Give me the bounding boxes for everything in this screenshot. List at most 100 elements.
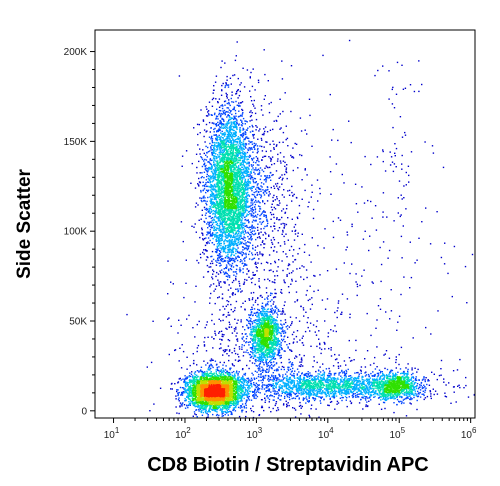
event-point: [238, 110, 240, 112]
event-point: [210, 175, 212, 177]
event-point: [314, 331, 316, 333]
event-point: [205, 185, 208, 187]
event-point: [230, 411, 232, 413]
event-point: [239, 261, 241, 263]
event-point: [278, 331, 280, 333]
event-point: [268, 380, 270, 382]
event-point: [222, 82, 224, 85]
event-point: [260, 228, 262, 230]
event-point: [255, 386, 257, 389]
event-point: [260, 109, 263, 111]
event-point: [244, 201, 246, 203]
event-point: [210, 235, 213, 237]
event-point: [237, 360, 239, 362]
event-point: [284, 165, 286, 167]
event-point: [235, 93, 237, 95]
event-point: [311, 374, 313, 377]
event-point: [247, 247, 250, 250]
event-point: [183, 380, 186, 382]
event-point: [214, 184, 216, 187]
event-point: [242, 231, 244, 234]
event-point: [265, 303, 267, 306]
event-point: [345, 375, 347, 377]
event-point: [259, 356, 261, 359]
event-point: [246, 169, 248, 171]
event-point: [235, 264, 237, 267]
event-point: [258, 280, 260, 282]
event-point: [293, 226, 295, 228]
event-point: [253, 378, 256, 380]
event-point: [247, 398, 250, 400]
event-point: [263, 190, 266, 192]
event-point: [283, 336, 285, 338]
event-point: [220, 264, 222, 266]
event-point: [221, 371, 224, 373]
event-point: [222, 248, 224, 250]
event-point: [203, 184, 206, 186]
event-point: [259, 361, 262, 363]
event-point: [284, 319, 287, 321]
event-point: [294, 223, 297, 226]
event-point: [234, 373, 236, 375]
event-point: [261, 369, 263, 372]
event-point: [221, 333, 224, 336]
event-point: [242, 252, 244, 254]
event-point: [182, 391, 184, 393]
event-point: [248, 322, 250, 324]
event-point: [223, 411, 225, 413]
event-point: [354, 395, 357, 397]
event-point: [283, 304, 285, 307]
event-point: [288, 326, 291, 328]
event-point: [274, 358, 277, 360]
event-point: [210, 168, 212, 170]
event-point: [276, 378, 278, 380]
event-point: [212, 186, 214, 188]
event-point: [212, 193, 214, 195]
event-point: [233, 240, 235, 243]
event-point: [245, 189, 247, 191]
event-point: [215, 183, 218, 185]
event-point: [407, 370, 409, 372]
event-point: [242, 382, 244, 384]
event-point: [277, 409, 280, 411]
event-point: [257, 387, 259, 389]
event-point: [258, 373, 260, 376]
event-point: [231, 236, 234, 238]
event-point: [245, 232, 247, 234]
event-point: [252, 314, 254, 316]
event-point: [205, 169, 207, 171]
event-point: [208, 364, 211, 367]
event-point: [226, 124, 228, 127]
event-point: [264, 399, 267, 401]
event-point: [229, 239, 231, 241]
event-point: [227, 121, 230, 123]
event-point: [205, 164, 207, 167]
event-point: [210, 358, 213, 360]
event-point: [226, 246, 229, 249]
event-point: [228, 275, 231, 277]
event-point: [339, 219, 342, 221]
event-point: [233, 121, 235, 124]
event-point: [228, 244, 231, 246]
event-point: [205, 409, 207, 411]
event-point: [227, 414, 229, 416]
event-point: [241, 241, 243, 243]
event-point: [270, 225, 272, 228]
event-point: [227, 262, 229, 264]
event-point: [178, 360, 180, 362]
event-point: [180, 394, 182, 396]
event-point: [202, 411, 204, 414]
event-point: [284, 212, 286, 214]
event-point: [398, 401, 400, 403]
event-point: [243, 247, 246, 249]
event-point: [223, 370, 225, 373]
event-point: [251, 226, 253, 228]
event-point: [240, 396, 242, 398]
event-point: [247, 270, 250, 273]
event-point: [218, 236, 221, 238]
event-point: [247, 127, 249, 129]
event-point: [232, 122, 234, 125]
event-point: [452, 370, 455, 372]
event-point: [185, 386, 187, 388]
event-point: [278, 351, 281, 354]
